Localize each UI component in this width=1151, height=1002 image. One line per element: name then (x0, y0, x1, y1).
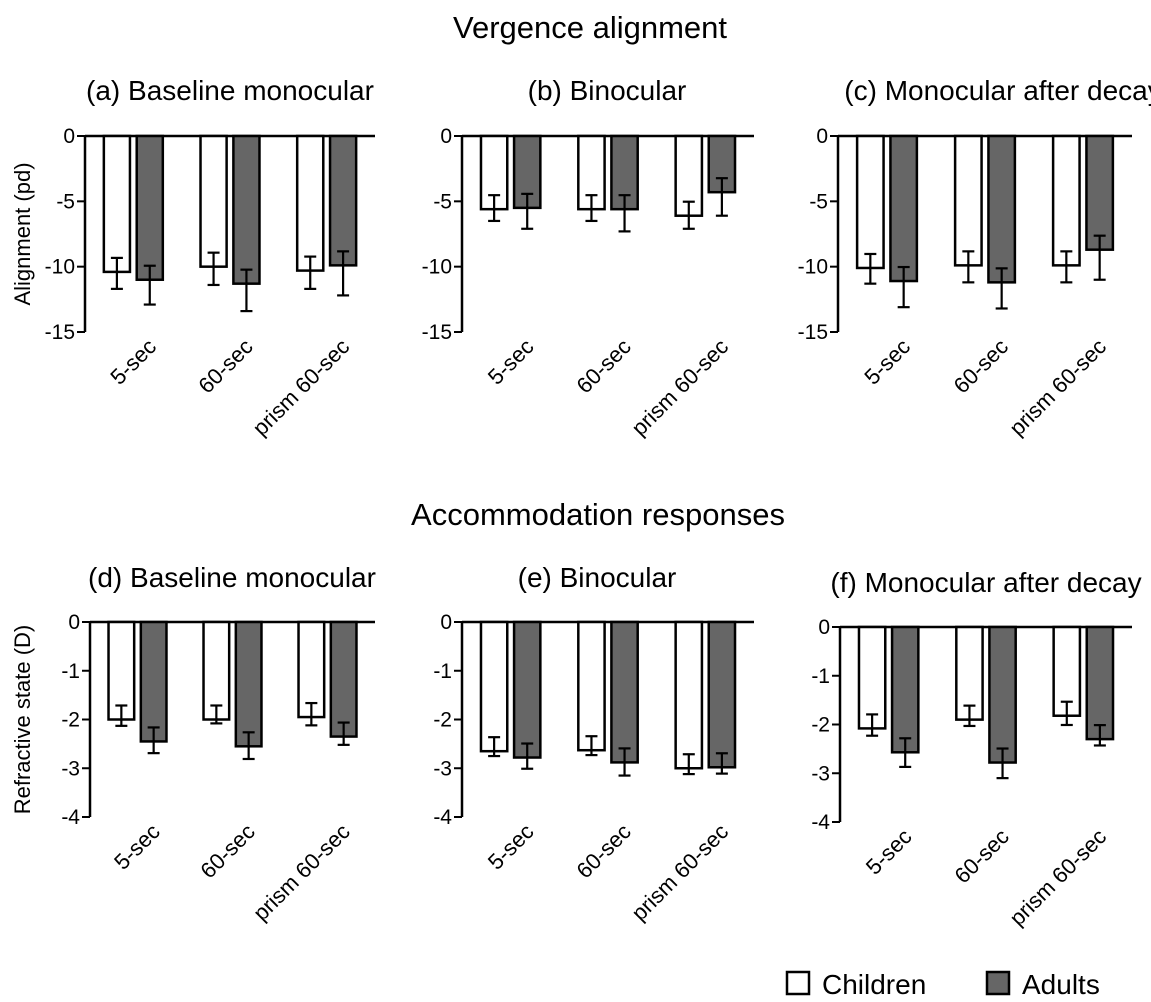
bar-children-3 (295, 134, 325, 272)
bar-adults-1 (890, 625, 920, 754)
bar-adults-1 (512, 620, 542, 759)
legend-label-adults: Adults (1022, 969, 1100, 1000)
category-label: 5-sec (483, 819, 539, 875)
y-tick-label: 0 (816, 125, 828, 148)
category-label: prism 60-sec (248, 819, 355, 926)
bar-adults-3 (1085, 134, 1115, 251)
category-label: prism 60-sec (1004, 334, 1111, 441)
category-label: 60-sec (571, 819, 635, 883)
y-tick-label: -5 (809, 190, 828, 213)
category-label: prism 60-sec (248, 334, 355, 441)
y-tick-label: -1 (811, 665, 830, 688)
y-axis-label: Refractive state (D) (10, 625, 35, 815)
bar-adults-1 (889, 134, 919, 283)
bar-children-3 (674, 620, 704, 770)
y-tick-label: -5 (433, 190, 452, 213)
y-tick-label: -5 (56, 190, 75, 213)
panel-3: (c) Monocular after decay 0 -5 -10 -15 5-sec 6… (798, 75, 1151, 441)
panel-title: (a) Baseline monocular (86, 75, 374, 106)
y-tick-label: -2 (61, 709, 80, 732)
legend-swatch-children (785, 970, 811, 996)
y-axis-label: Alignment (pd) (10, 162, 35, 305)
section-title-vergence: Vergence alignment (453, 10, 727, 45)
panel-title: (f) Monocular after decay (830, 567, 1141, 598)
legend-label-children: Children (822, 969, 926, 1000)
category-label: 5-sec (859, 334, 915, 390)
y-tick-label: -3 (433, 757, 452, 780)
bar-children-1 (855, 134, 885, 270)
bar-adults-3 (707, 620, 737, 769)
bar-adults-3 (329, 620, 358, 738)
category-label: 60-sec (571, 334, 635, 398)
bar-adults-1 (139, 620, 168, 743)
panel-4: (d) Baseline monocular Refractive state (… (10, 562, 376, 926)
bar-children-1 (107, 620, 136, 721)
panel-title: (c) Monocular after decay (844, 75, 1151, 106)
bar-children-3 (1051, 134, 1081, 267)
category-label: prism 60-sec (626, 334, 733, 441)
y-tick-label: 0 (440, 611, 452, 634)
legend: Children Adults (785, 969, 1100, 1000)
bar-children-1 (857, 625, 887, 730)
y-tick-label: 0 (818, 616, 830, 639)
y-tick-label: -15 (45, 321, 75, 344)
y-tick-label: -15 (422, 321, 452, 344)
y-tick-label: 0 (68, 611, 80, 634)
y-tick-label: -1 (61, 660, 80, 683)
y-tick-label: -2 (433, 709, 452, 732)
bar-children-2 (577, 620, 606, 752)
y-tick-label: 0 (63, 125, 75, 148)
category-label: 60-sec (195, 819, 259, 883)
category-label: 60-sec (949, 824, 1013, 888)
bar-adults-3 (328, 134, 358, 267)
bar-adults-2 (987, 134, 1017, 284)
category-label: 5-sec (109, 819, 165, 875)
bar-children-1 (102, 134, 132, 274)
bar-adults-2 (232, 134, 261, 285)
y-tick-label: -4 (433, 806, 452, 829)
y-tick-label: -2 (811, 714, 830, 737)
category-label: 60-sec (949, 334, 1013, 398)
category-label: prism 60-sec (626, 819, 733, 926)
y-tick-label: -15 (798, 321, 828, 344)
category-label: 5-sec (861, 824, 917, 880)
y-tick-label: -4 (61, 806, 80, 829)
panel-title: (b) Binocular (528, 75, 687, 106)
section-title-accommodation: Accommodation responses (411, 497, 785, 532)
y-tick-label: -10 (798, 256, 828, 279)
y-tick-label: -3 (811, 762, 830, 785)
category-label: 5-sec (483, 334, 539, 390)
bar-adults-2 (610, 620, 639, 764)
bar-adults-2 (988, 625, 1017, 764)
bar-children-2 (199, 134, 228, 268)
y-tick-label: -4 (811, 811, 830, 834)
legend-swatch-adults (985, 970, 1011, 996)
bar-children-1 (479, 620, 509, 753)
y-tick-label: 0 (440, 125, 452, 148)
category-label: prism 60-sec (1004, 824, 1111, 931)
category-label: 60-sec (193, 334, 257, 398)
panel-1: (a) Baseline monocular Alignment (pd) 0 -5 -… (10, 75, 375, 441)
y-tick-label: -3 (61, 757, 80, 780)
bar-adults-3 (1085, 625, 1115, 741)
bar-children-2 (953, 134, 983, 267)
category-label: 5-sec (105, 334, 161, 390)
y-tick-label: -10 (422, 256, 452, 279)
y-tick-label: -1 (433, 660, 452, 683)
y-tick-label: -10 (45, 256, 75, 279)
panel-title: (e) Binocular (518, 562, 677, 593)
panel-title: (d) Baseline monocular (88, 562, 376, 593)
bar-adults-2 (234, 620, 263, 748)
bar-adults-1 (135, 134, 165, 281)
